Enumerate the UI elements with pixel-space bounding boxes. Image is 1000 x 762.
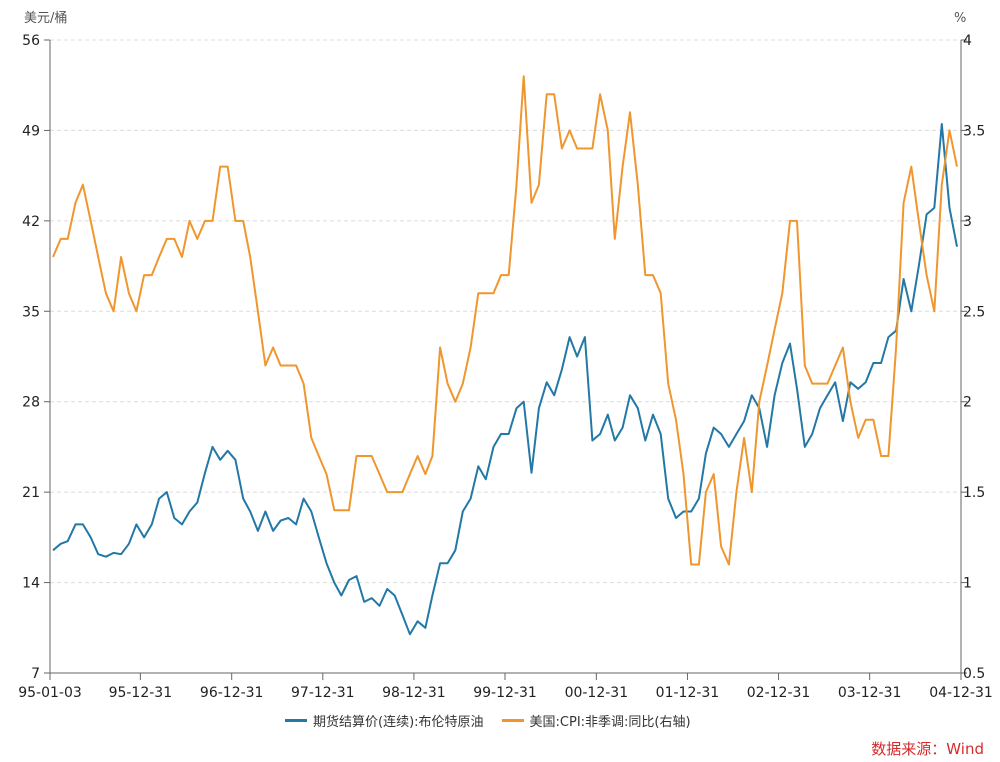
- x-tick-label: 00-12-31: [565, 685, 629, 701]
- right-tick-label: 1: [963, 576, 972, 592]
- x-tick-label: 98-12-31: [382, 685, 446, 701]
- left-tick-label: 14: [22, 576, 40, 592]
- legend-item-brent[interactable]: 期货结算价(连续):布伦特原油: [285, 711, 484, 730]
- left-tick-label: 28: [22, 395, 40, 411]
- left-tick-label: 7: [31, 666, 40, 682]
- axes: 7 14 21 28 35 42 49 56 0.5 1 1.5 2 2.5 3 3.5 4 95-01-03 9…: [18, 33, 993, 701]
- legend-label-brent: 期货结算价(连续):布伦特原油: [313, 715, 484, 730]
- data-source: 数据来源：Wind: [871, 740, 984, 758]
- x-tick-label: 95-01-03: [18, 685, 82, 701]
- left-tick-label: 56: [22, 33, 40, 49]
- left-tick-label: 49: [22, 123, 40, 139]
- legend-swatch-brent: [285, 719, 307, 722]
- right-tick-label: 0.5: [963, 666, 985, 682]
- x-tick-label: 02-12-31: [747, 685, 811, 701]
- right-tick-label: 1.5: [963, 485, 985, 501]
- left-tick-label: 42: [22, 214, 40, 230]
- left-tick-label: 21: [22, 485, 40, 501]
- left-axis-unit: 美元/桶: [24, 11, 67, 26]
- x-tick-label: 01-12-31: [656, 685, 720, 701]
- x-tick-label: 97-12-31: [291, 685, 355, 701]
- left-tick-label: 35: [22, 304, 40, 320]
- right-tick-label: 4: [963, 33, 972, 49]
- series-line-cpi: [52, 75, 958, 566]
- right-axis-unit: %: [954, 11, 966, 26]
- x-tick-label: 03-12-31: [838, 685, 902, 701]
- legend-label-cpi: 美国:CPI:非季调:同比(右轴): [529, 715, 691, 730]
- right-tick-label: 2.5: [963, 304, 985, 320]
- x-tick-label: 95-12-31: [109, 685, 173, 701]
- x-tick-label: 04-12-31: [929, 685, 993, 701]
- legend: 期货结算价(连续):布伦特原油 美国:CPI:非季调:同比(右轴): [285, 711, 691, 730]
- right-tick-label: 2: [963, 395, 972, 411]
- series-lines: [52, 75, 958, 636]
- legend-item-cpi[interactable]: 美国:CPI:非季调:同比(右轴): [501, 711, 691, 730]
- right-tick-label: 3.5: [963, 123, 985, 139]
- series-line-brent: [52, 123, 958, 636]
- legend-swatch-cpi: [501, 719, 524, 722]
- x-tick-label: 96-12-31: [200, 685, 264, 701]
- right-tick-label: 3: [963, 214, 972, 230]
- x-tick-label: 99-12-31: [473, 685, 537, 701]
- gridlines: [50, 39, 961, 584]
